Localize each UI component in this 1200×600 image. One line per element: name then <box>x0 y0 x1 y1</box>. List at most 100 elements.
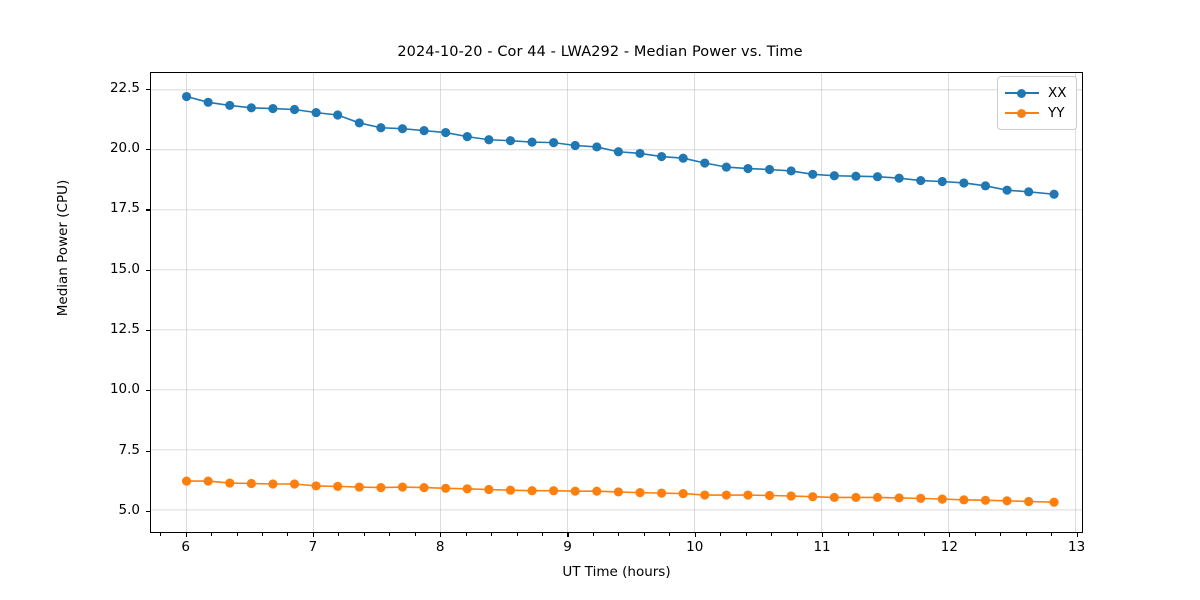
plot-area <box>150 72 1083 533</box>
x-minor-tick-mark <box>669 533 671 536</box>
x-minor-tick-mark <box>236 533 238 536</box>
data-point <box>311 108 321 118</box>
x-minor-tick-mark <box>160 533 162 536</box>
x-minor-tick-mark <box>847 533 849 536</box>
data-point <box>397 482 408 492</box>
data-point <box>829 492 839 503</box>
y-axis-label: Median Power (CPU) <box>55 179 71 317</box>
data-point <box>354 482 364 492</box>
data-point <box>635 148 645 158</box>
data-point <box>980 495 991 505</box>
data-point <box>829 171 839 181</box>
data-point <box>246 478 256 489</box>
x-minor-tick-mark <box>1025 533 1027 536</box>
data-point <box>527 137 537 147</box>
x-minor-tick-mark <box>618 533 620 536</box>
data-point <box>808 492 818 502</box>
legend-item-xx[interactable]: XX <box>1005 83 1067 103</box>
data-point <box>657 151 667 162</box>
data-point <box>397 124 408 134</box>
data-point <box>894 493 904 503</box>
data-point <box>851 492 861 503</box>
data-point <box>376 483 386 493</box>
data-point <box>462 484 472 494</box>
data-point <box>484 484 494 495</box>
legend-marker-icon <box>1005 87 1039 99</box>
data-point <box>872 492 883 503</box>
x-minor-tick-mark <box>974 533 976 536</box>
data-point <box>916 175 926 186</box>
data-point <box>289 479 300 489</box>
data-point <box>570 140 580 151</box>
data-point <box>872 172 883 182</box>
x-minor-tick-mark <box>465 533 467 536</box>
legend-item-yy[interactable]: YY <box>1005 103 1067 123</box>
x-tick-label: 7 <box>308 539 318 555</box>
chart-legend[interactable]: XX YY <box>997 76 1077 130</box>
x-minor-tick-mark <box>592 533 594 536</box>
x-tick-mark <box>440 533 442 537</box>
y-tick-label: 12.5 <box>109 320 140 337</box>
grid-lines <box>151 73 1082 532</box>
y-tick-mark <box>146 88 150 90</box>
data-point <box>419 483 429 493</box>
data-point <box>354 118 364 128</box>
data-point <box>721 162 731 172</box>
x-minor-tick-mark <box>287 533 289 536</box>
data-point <box>1049 497 1059 507</box>
data-point <box>592 142 602 152</box>
x-minor-tick-mark <box>338 533 340 536</box>
data-point <box>721 490 731 500</box>
data-point <box>959 178 969 188</box>
x-tick-mark <box>694 533 696 537</box>
data-point <box>1002 496 1012 506</box>
legend-label: YY <box>1048 105 1065 121</box>
data-point <box>764 164 775 175</box>
data-point <box>635 488 645 498</box>
data-point <box>613 147 623 157</box>
data-point <box>311 481 321 491</box>
y-tick-label: 17.5 <box>109 200 140 217</box>
x-tick-label: 6 <box>181 539 190 555</box>
y-tick-label: 10.0 <box>109 381 140 398</box>
data-point <box>181 91 192 102</box>
data-point <box>851 171 861 181</box>
data-point <box>333 110 343 120</box>
x-minor-tick-mark <box>542 533 544 536</box>
data-point <box>289 104 300 115</box>
data-point <box>570 486 580 496</box>
y-tick-mark <box>146 209 150 211</box>
data-point <box>592 486 602 496</box>
data-point <box>1002 185 1012 195</box>
data-point <box>268 479 278 489</box>
data-series-layer <box>181 91 1059 507</box>
data-point <box>1024 496 1034 507</box>
legend-label: XX <box>1048 85 1067 101</box>
x-minor-tick-mark <box>1000 533 1002 536</box>
x-tick-label: 13 <box>1068 539 1086 555</box>
data-point <box>376 123 386 133</box>
x-minor-tick-mark <box>745 533 747 536</box>
x-tick-mark <box>185 533 187 537</box>
data-point <box>484 135 494 145</box>
data-point <box>808 169 818 179</box>
x-axis-label: UT Time (hours) <box>562 564 671 580</box>
y-tick-label: 7.5 <box>118 441 140 458</box>
x-minor-tick-mark <box>414 533 416 536</box>
data-point <box>441 483 451 493</box>
data-point <box>203 97 213 107</box>
x-minor-tick-mark <box>211 533 213 536</box>
data-point <box>549 138 559 148</box>
x-tick-label: 8 <box>435 539 445 555</box>
x-tick-mark <box>567 533 569 537</box>
y-tick-label: 22.5 <box>109 79 140 96</box>
x-minor-tick-mark <box>872 533 874 536</box>
y-tick-mark <box>146 510 150 512</box>
y-tick-mark <box>146 329 150 332</box>
y-tick-mark <box>146 390 150 392</box>
x-minor-tick-mark <box>898 533 900 536</box>
data-point <box>786 166 796 176</box>
chart-title: 2024-10-20 - Cor 44 - LWA292 - Median Po… <box>397 44 803 60</box>
data-point <box>786 491 796 501</box>
